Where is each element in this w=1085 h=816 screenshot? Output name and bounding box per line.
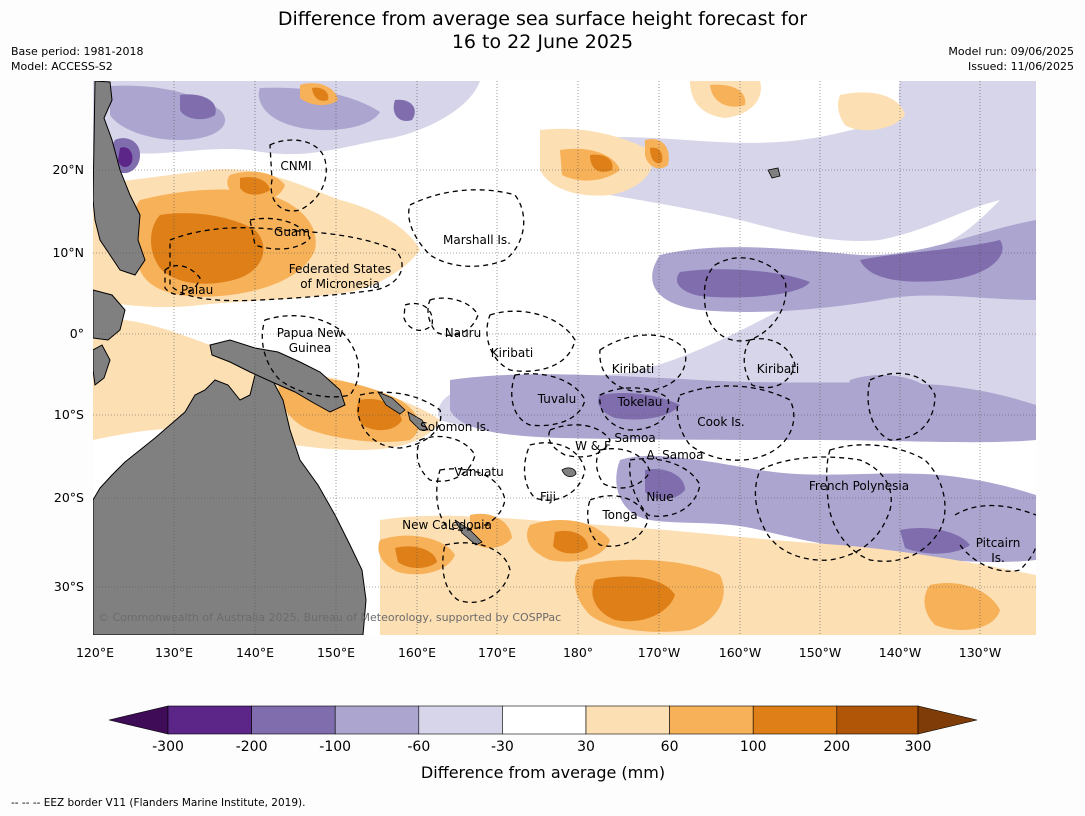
lon-label-180: 180° [563,645,593,660]
colorbar-swatch-1 [167,705,252,735]
colorbar-tick-5: -30 [491,739,514,755]
positive-anomaly-regions [93,81,1036,635]
lat-label-10n: 10°N [52,245,84,260]
label-cnmi: CNMI [280,159,311,173]
label-marshall-is: Marshall Is. [443,233,511,247]
lon-label-130e: 130°E [155,645,193,660]
eez-borders [164,139,1036,603]
lat-label-20n: 20°N [52,162,84,177]
solomon-islands-landmass [376,391,429,431]
colorbar-swatch-2 [251,705,336,735]
label-niue: Niue [646,490,673,504]
label-tokelau: Tokelau [617,395,663,409]
land-masses [93,81,781,635]
label-fsm-1: Federated States [289,262,391,276]
meta-right: Model run: 09/06/2025 Issued: 11/06/2025 [948,44,1074,74]
chart-title: Difference from average sea surface heig… [0,8,1085,54]
base-period: Base period: 1981-2018 [11,45,144,58]
colorbar-swatch-4 [418,705,503,735]
issued-date: Issued: 11/06/2025 [967,60,1074,73]
lat-label-30s: 30°S [54,579,84,594]
colorbar-tick-3: -100 [319,739,351,755]
lon-label-150e: 150°E [317,645,355,660]
colorbar-swatch-7 [669,705,754,735]
label-png-1: Papua New [277,326,344,340]
region-labels: CNMI Guam Marshall Is. Federated States … [181,159,1020,565]
lon-label-130w: 130°W [959,645,1001,660]
colorbar-tick-1: -300 [152,739,184,755]
colorbar-swatch-5 [502,705,587,735]
borneo-landmass [93,289,126,341]
label-kiribati-central: Kiribati [612,362,654,376]
lon-label-160w: 160°W [719,645,761,660]
label-fsm-2: of Micronesia [300,277,380,291]
copyright-notice: © Commonwealth of Australia 2025, Bureau… [98,611,561,624]
title-line-1: Difference from average sea surface heig… [277,8,808,30]
label-fiji: Fiji [540,490,556,504]
colorbar-swatch-6 [585,705,670,735]
latitude-labels: 20°N 10°N 0° 10°S 20°S 30°S [52,162,84,594]
label-guam: Guam [274,225,310,239]
philippines-landmass [93,81,146,276]
label-png-2: Guinea [289,341,332,355]
label-pitcairn-2: Is. [991,551,1005,565]
label-kiribati-east: Kiribati [757,362,799,376]
lat-label-10s: 10°S [54,407,84,422]
colorbar-title: Difference from average (mm) [421,763,665,782]
colorbar-swatch-8 [752,705,838,735]
colorbar-tick-9: 200 [823,739,850,755]
lon-label-170w: 170°W [638,645,680,660]
eez-border-legend: -- -- -- EEZ border V11 (Flanders Marine… [11,797,306,809]
colorbar-tick-10: 300 [905,739,932,755]
model-run: Model run: 09/06/2025 [948,45,1074,58]
label-solomon-is: Solomon Is. [420,420,490,434]
label-wallis-futuna: W & F [575,439,611,453]
label-pitcairn-1: Pitcairn [976,536,1021,550]
lon-label-170e: 170°E [478,645,516,660]
label-french-polynesia: French Polynesia [809,479,909,493]
colorbar: -300 -200 -100 -60 -30 30 60 100 200 300… [108,705,978,782]
label-tuvalu: Tuvalu [537,392,577,406]
lon-label-120e: 120°E [76,645,114,660]
meta-left: Base period: 1981-2018 Model: ACCESS-S2 [11,44,143,74]
fiji-landmass [561,467,577,478]
colorbar-tick-7: 60 [661,739,679,755]
lat-label-0: 0° [70,326,84,341]
colorbar-swatch-9 [836,705,919,735]
colorbar-swatch-3 [334,705,420,735]
anomaly-field [93,81,1036,635]
label-american-samoa: A. Samoa [647,448,704,462]
colorbar-tick-4: -60 [407,739,430,755]
label-samoa: Samoa [614,431,655,445]
lon-label-140w: 140°W [879,645,921,660]
label-kiribati-west: Kiribati [491,346,533,360]
graticule [93,81,1036,635]
title-line-2: 16 to 22 June 2025 [451,31,634,53]
sulawesi-landmass [93,344,111,386]
colorbar-tick-6: 30 [577,739,595,755]
colorbar-min-arrow [108,705,169,735]
new-caledonia-landmass [454,519,483,546]
lat-label-20s: 20°S [54,490,84,505]
label-vanuatu: Vanuatu [454,465,504,479]
label-cook-is: Cook Is. [697,415,744,429]
colorbar-tick-8: 100 [740,739,767,755]
label-new-caledonia: New Caledonia [402,518,492,532]
label-palau: Palau [181,283,213,297]
map-figure: CNMI Guam Marshall Is. Federated States … [52,81,1036,782]
lon-label-160e: 160°E [398,645,436,660]
label-nauru: Nauru [445,326,481,340]
hawaii-landmass [767,167,781,179]
label-tonga: Tonga [601,508,637,522]
model-name: Model: ACCESS-S2 [11,60,113,73]
colorbar-max-arrow [917,705,978,735]
lon-label-150w: 150°W [799,645,841,660]
longitude-labels: 120°E 130°E 140°E 150°E 160°E 170°E 180°… [76,645,1001,660]
colorbar-tick-2: -200 [236,739,268,755]
lon-label-140e: 140°E [236,645,274,660]
